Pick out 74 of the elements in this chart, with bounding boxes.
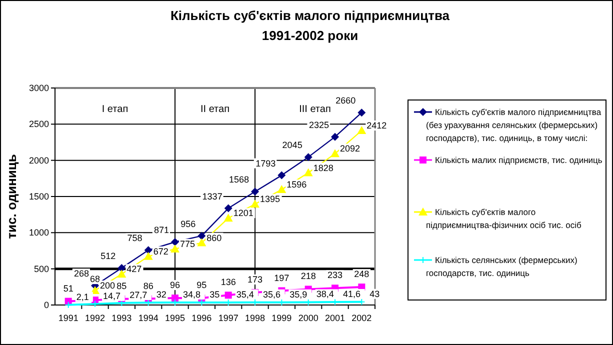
- data-label: 512: [100, 250, 116, 261]
- y-tick-label: 1500: [28, 192, 49, 202]
- data-label: 1596: [286, 180, 307, 190]
- data-label: 2092: [340, 144, 360, 154]
- x-tick-label: 1996: [192, 313, 212, 323]
- legend-label: Кількість суб'єктів малого підприємництва (без урахування селянських (фермерських) господарств), тис. одиниць, в тому числі:: [426, 107, 602, 143]
- data-label: 2412: [366, 120, 387, 131]
- data-label: 35,9: [290, 289, 308, 300]
- data-label: 672: [153, 246, 168, 256]
- data-label: 218: [300, 271, 316, 282]
- data-label: 85: [116, 280, 127, 291]
- x-tick-label: 1997: [218, 313, 238, 323]
- annotation: I етап: [102, 104, 128, 115]
- data-label: 775: [180, 238, 196, 249]
- data-label: 43: [370, 288, 380, 299]
- data-label: 2,1: [76, 292, 89, 302]
- data-label: 427: [126, 264, 142, 274]
- data-label: 86: [143, 280, 154, 291]
- data-label: 1337: [202, 191, 222, 202]
- data-label: 197: [274, 272, 290, 283]
- y-tick-label: 2500: [28, 119, 49, 130]
- data-label: 95: [196, 280, 207, 290]
- data-label: 51: [63, 283, 74, 294]
- y-tick-label: 0: [44, 300, 49, 310]
- data-label: 136: [220, 277, 236, 288]
- data-label: 35: [210, 289, 220, 300]
- x-tick-label: 1999: [272, 313, 292, 323]
- data-label: 200: [100, 280, 116, 291]
- y-tick-label: 2000: [28, 155, 49, 166]
- data-label: 758: [127, 233, 142, 244]
- data-label: 1568: [228, 174, 249, 185]
- data-label: 35,4: [236, 289, 254, 300]
- annotation: III етап: [299, 104, 331, 115]
- y-axis-title: тис. одиниць: [4, 154, 19, 239]
- x-tick-label: 2000: [298, 313, 318, 323]
- y-tick-label: 1000: [28, 228, 49, 238]
- data-label: 96: [170, 280, 180, 290]
- legend-label: Кількість суб'єктів малого підприємництва-фізичних осіб тис. осіб: [426, 207, 582, 230]
- data-label: 34,8: [183, 289, 201, 300]
- data-label: 27,7: [130, 290, 148, 300]
- data-label: 173: [247, 274, 263, 284]
- x-tick-label: 2001: [324, 313, 346, 323]
- x-tick-label: 2002: [352, 313, 372, 323]
- x-tick-label: 1998: [244, 313, 266, 323]
- data-label: 268: [74, 268, 89, 279]
- data-label: 1201: [233, 208, 254, 218]
- data-label: 1395: [260, 194, 280, 204]
- data-label: 1828: [313, 162, 334, 173]
- data-label: 14,7: [103, 290, 121, 301]
- data-label: 32: [156, 290, 166, 300]
- data-label: 2045: [282, 140, 302, 150]
- x-tick-label: 1992: [84, 313, 106, 323]
- data-label: 233: [327, 270, 343, 280]
- data-label: 35,6: [263, 289, 281, 300]
- data-label: 860: [206, 232, 222, 243]
- y-tick-label: 500: [34, 264, 49, 274]
- x-tick-label: 1994: [138, 313, 158, 323]
- x-tick-label: 1995: [164, 313, 186, 323]
- x-tick-label: 1993: [112, 313, 132, 323]
- y-tick-label: 3000: [28, 83, 49, 93]
- data-label: 41,6: [343, 288, 361, 299]
- x-tick-label: 1991: [58, 313, 78, 323]
- data-label: 2660: [336, 96, 356, 106]
- data-label: 871: [154, 225, 169, 235]
- chart-title: Кількість суб'єктів малого підприємництва 1991-2002 роки: [170, 8, 450, 43]
- annotation: II етап: [200, 104, 230, 115]
- data-label: 2325: [308, 120, 329, 130]
- data-label: 248: [354, 269, 370, 280]
- data-label: 68: [90, 274, 100, 284]
- legend-label: Кількість селянських (фермерських) господарств, тис. одиниць: [426, 255, 578, 278]
- data-label: 1793: [256, 158, 276, 168]
- data-label: 956: [180, 218, 196, 229]
- legend-label: Кількість малих підприємств, тис. одиниць: [435, 155, 603, 165]
- data-label: 38,4: [316, 289, 334, 300]
